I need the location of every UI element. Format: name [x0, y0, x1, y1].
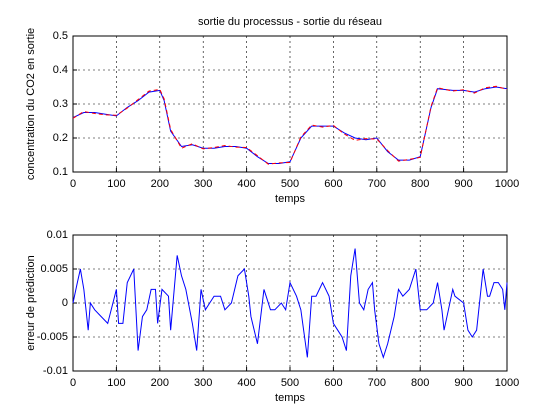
x-tick-label: 400 [237, 377, 255, 389]
x-tick-label: 700 [368, 377, 386, 389]
x-tick-label: 900 [454, 178, 472, 190]
y-tick-label: 0.4 [53, 64, 68, 76]
x-tick-label: 200 [151, 377, 169, 389]
y-tick-label: 0.01 [47, 229, 68, 241]
x-axis-label: temps [275, 193, 305, 205]
x-tick-label: 100 [107, 377, 125, 389]
y-tick-label: 0 [62, 297, 68, 309]
x-tick-label: 800 [411, 377, 429, 389]
y-axis-label: erreur de prédiction [25, 255, 37, 350]
x-tick-label: 900 [454, 377, 472, 389]
y-tick-label: -0.01 [43, 365, 68, 377]
x-tick-label: 700 [368, 178, 386, 190]
x-axis-label: temps [275, 392, 305, 404]
y-tick-label: 0.5 [53, 30, 68, 42]
x-tick-label: 0 [70, 377, 76, 389]
x-tick-label: 300 [194, 178, 212, 190]
y-tick-label: -0.005 [37, 331, 68, 343]
x-tick-label: 1000 [495, 178, 519, 190]
x-tick-label: 300 [194, 377, 212, 389]
x-tick-label: 600 [324, 377, 342, 389]
y-axis-label: concentration du CO2 en sortie [25, 28, 37, 180]
x-tick-label: 500 [281, 178, 299, 190]
x-tick-label: 200 [151, 178, 169, 190]
y-tick-label: 0.005 [40, 263, 68, 275]
data-line [72, 85, 508, 165]
x-tick-label: 400 [237, 178, 255, 190]
x-tick-label: 800 [411, 178, 429, 190]
x-tick-label: 600 [324, 178, 342, 190]
y-tick-label: 0.1 [53, 166, 68, 178]
y-tick-label: 0.2 [53, 132, 68, 144]
chart-title: sortie du processus - sortie du réseau [198, 16, 382, 28]
data-line [72, 248, 508, 360]
x-tick-label: 1000 [495, 377, 519, 389]
axes-box [72, 35, 508, 173]
x-tick-label: 500 [281, 377, 299, 389]
x-tick-label: 0 [70, 178, 76, 190]
y-tick-label: 0.3 [53, 98, 68, 110]
x-tick-label: 100 [107, 178, 125, 190]
